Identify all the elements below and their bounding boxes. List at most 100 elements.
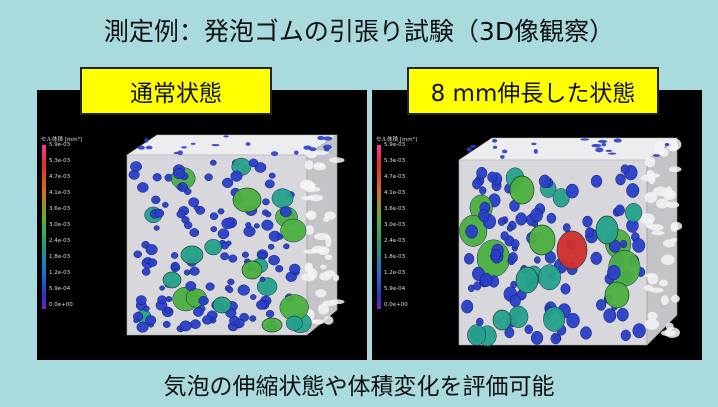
legend-tick: 3.6e-03 bbox=[384, 206, 406, 212]
normal-state-label: 通常状態 bbox=[80, 67, 272, 115]
foam-cell bbox=[162, 320, 171, 328]
foam-cell bbox=[204, 173, 213, 182]
legend-tick: 5.3e-03 bbox=[49, 158, 71, 164]
legend-tick: 5.9e-03 bbox=[384, 142, 406, 148]
legend-tick: 5.9e-04 bbox=[49, 286, 71, 292]
foam-cell bbox=[136, 321, 149, 333]
foam-cell bbox=[162, 271, 182, 289]
legend-tick: 5.3e-03 bbox=[384, 158, 406, 164]
legend-tick: 1.8e-03 bbox=[49, 254, 71, 260]
legend-tick: 2.4e-03 bbox=[384, 238, 406, 244]
foam-cell bbox=[210, 226, 218, 233]
foam-cell bbox=[145, 315, 157, 326]
legend-title: セル体積 [mm³] bbox=[376, 137, 417, 143]
foam-cell bbox=[487, 171, 498, 183]
foam-cell bbox=[268, 172, 276, 179]
legend-tick: 4.7e-03 bbox=[384, 174, 406, 180]
foam-cube-stretched bbox=[458, 137, 683, 347]
foam-cell bbox=[221, 177, 234, 188]
foam-cell bbox=[515, 212, 528, 226]
foam-cell bbox=[614, 204, 625, 216]
foam-cell bbox=[565, 183, 579, 199]
legend-tick: 5.9e-04 bbox=[384, 286, 406, 292]
foam-cell bbox=[267, 243, 275, 250]
foam-cell bbox=[165, 296, 173, 303]
foam-cube-normal bbox=[126, 134, 345, 336]
foam-cell bbox=[604, 281, 630, 309]
foam-cell bbox=[204, 239, 223, 256]
foam-cell bbox=[221, 217, 234, 230]
legend-colorbar bbox=[42, 145, 46, 309]
foam-cell bbox=[556, 230, 588, 270]
foam-cell bbox=[154, 208, 165, 218]
foam-cell bbox=[245, 222, 252, 228]
foam-cell bbox=[280, 218, 307, 243]
legend-tick: 1.8e-03 bbox=[384, 254, 406, 260]
foam-cell bbox=[189, 228, 200, 237]
foam-cell bbox=[220, 241, 230, 250]
foam-cell bbox=[546, 212, 557, 224]
legend-tick: 1.2e-03 bbox=[384, 270, 406, 276]
legend-tick: 4.7e-03 bbox=[49, 174, 71, 180]
foam-cell bbox=[230, 170, 243, 182]
foam-cell bbox=[492, 309, 512, 331]
slide-caption: 気泡の伸縮状態や体積変化を評価可能 bbox=[163, 374, 555, 400]
foam-cell bbox=[250, 294, 257, 300]
foam-cell bbox=[248, 158, 259, 168]
foam-cell bbox=[256, 277, 278, 296]
foam-cell bbox=[506, 224, 514, 232]
foam-cell bbox=[193, 307, 204, 317]
foam-cell bbox=[209, 212, 219, 220]
foam-cell bbox=[562, 223, 571, 233]
foam-cell bbox=[582, 215, 593, 228]
volume-legend: セル体積 [mm³] 5.9e-03 5.3e-03 4.7e-03 4.1e-… bbox=[40, 135, 92, 360]
foam-cell bbox=[619, 239, 628, 249]
foam-cell bbox=[162, 201, 169, 208]
foam-cell bbox=[189, 266, 200, 276]
foam-cell bbox=[509, 175, 535, 205]
foam-cell bbox=[152, 173, 162, 182]
foam-cell bbox=[176, 210, 186, 219]
foam-cell bbox=[217, 228, 230, 240]
foam-cell bbox=[497, 217, 506, 226]
foam-cell bbox=[133, 318, 139, 324]
foam-cell bbox=[202, 315, 213, 325]
legend-tick: 0.0e+00 bbox=[384, 302, 408, 308]
legend-title: セル体積 [mm³] bbox=[41, 137, 82, 143]
foam-cell bbox=[465, 224, 478, 239]
foam-cell bbox=[159, 285, 165, 291]
foam-cell bbox=[262, 198, 270, 206]
foam-cell bbox=[632, 238, 646, 253]
legend-tick: 4.1e-03 bbox=[384, 190, 406, 196]
foam-cell bbox=[226, 286, 234, 293]
legend-tick: 3.6e-03 bbox=[49, 206, 71, 212]
legend-tick: 3.0e-03 bbox=[384, 222, 406, 228]
foam-cell bbox=[596, 299, 607, 311]
foam-cell bbox=[264, 179, 275, 189]
foam-cell bbox=[153, 225, 160, 231]
foam-cell bbox=[543, 306, 566, 332]
legend-colorbar bbox=[377, 145, 381, 309]
foam-cell bbox=[500, 231, 509, 241]
foam-cell bbox=[615, 173, 626, 186]
foam-cell bbox=[157, 295, 167, 305]
foam-cell bbox=[528, 224, 556, 256]
foam-cell bbox=[137, 182, 149, 193]
foam-cell bbox=[538, 174, 551, 188]
foam-cell bbox=[212, 296, 232, 314]
foam-cell bbox=[607, 264, 621, 281]
foam-cell bbox=[170, 252, 179, 259]
foam-cell bbox=[289, 263, 301, 275]
legend-tick: 1.2e-03 bbox=[49, 270, 71, 276]
foam-cell bbox=[185, 281, 197, 291]
foam-cell bbox=[170, 261, 180, 270]
foam-cell bbox=[217, 208, 225, 215]
foam-cell bbox=[147, 258, 158, 267]
foam-cell bbox=[550, 332, 561, 345]
foam-cell bbox=[476, 317, 484, 327]
foam-cell bbox=[232, 187, 262, 213]
foam-cell bbox=[524, 324, 533, 335]
foam-cell bbox=[283, 243, 290, 250]
foam-cell bbox=[590, 251, 603, 265]
